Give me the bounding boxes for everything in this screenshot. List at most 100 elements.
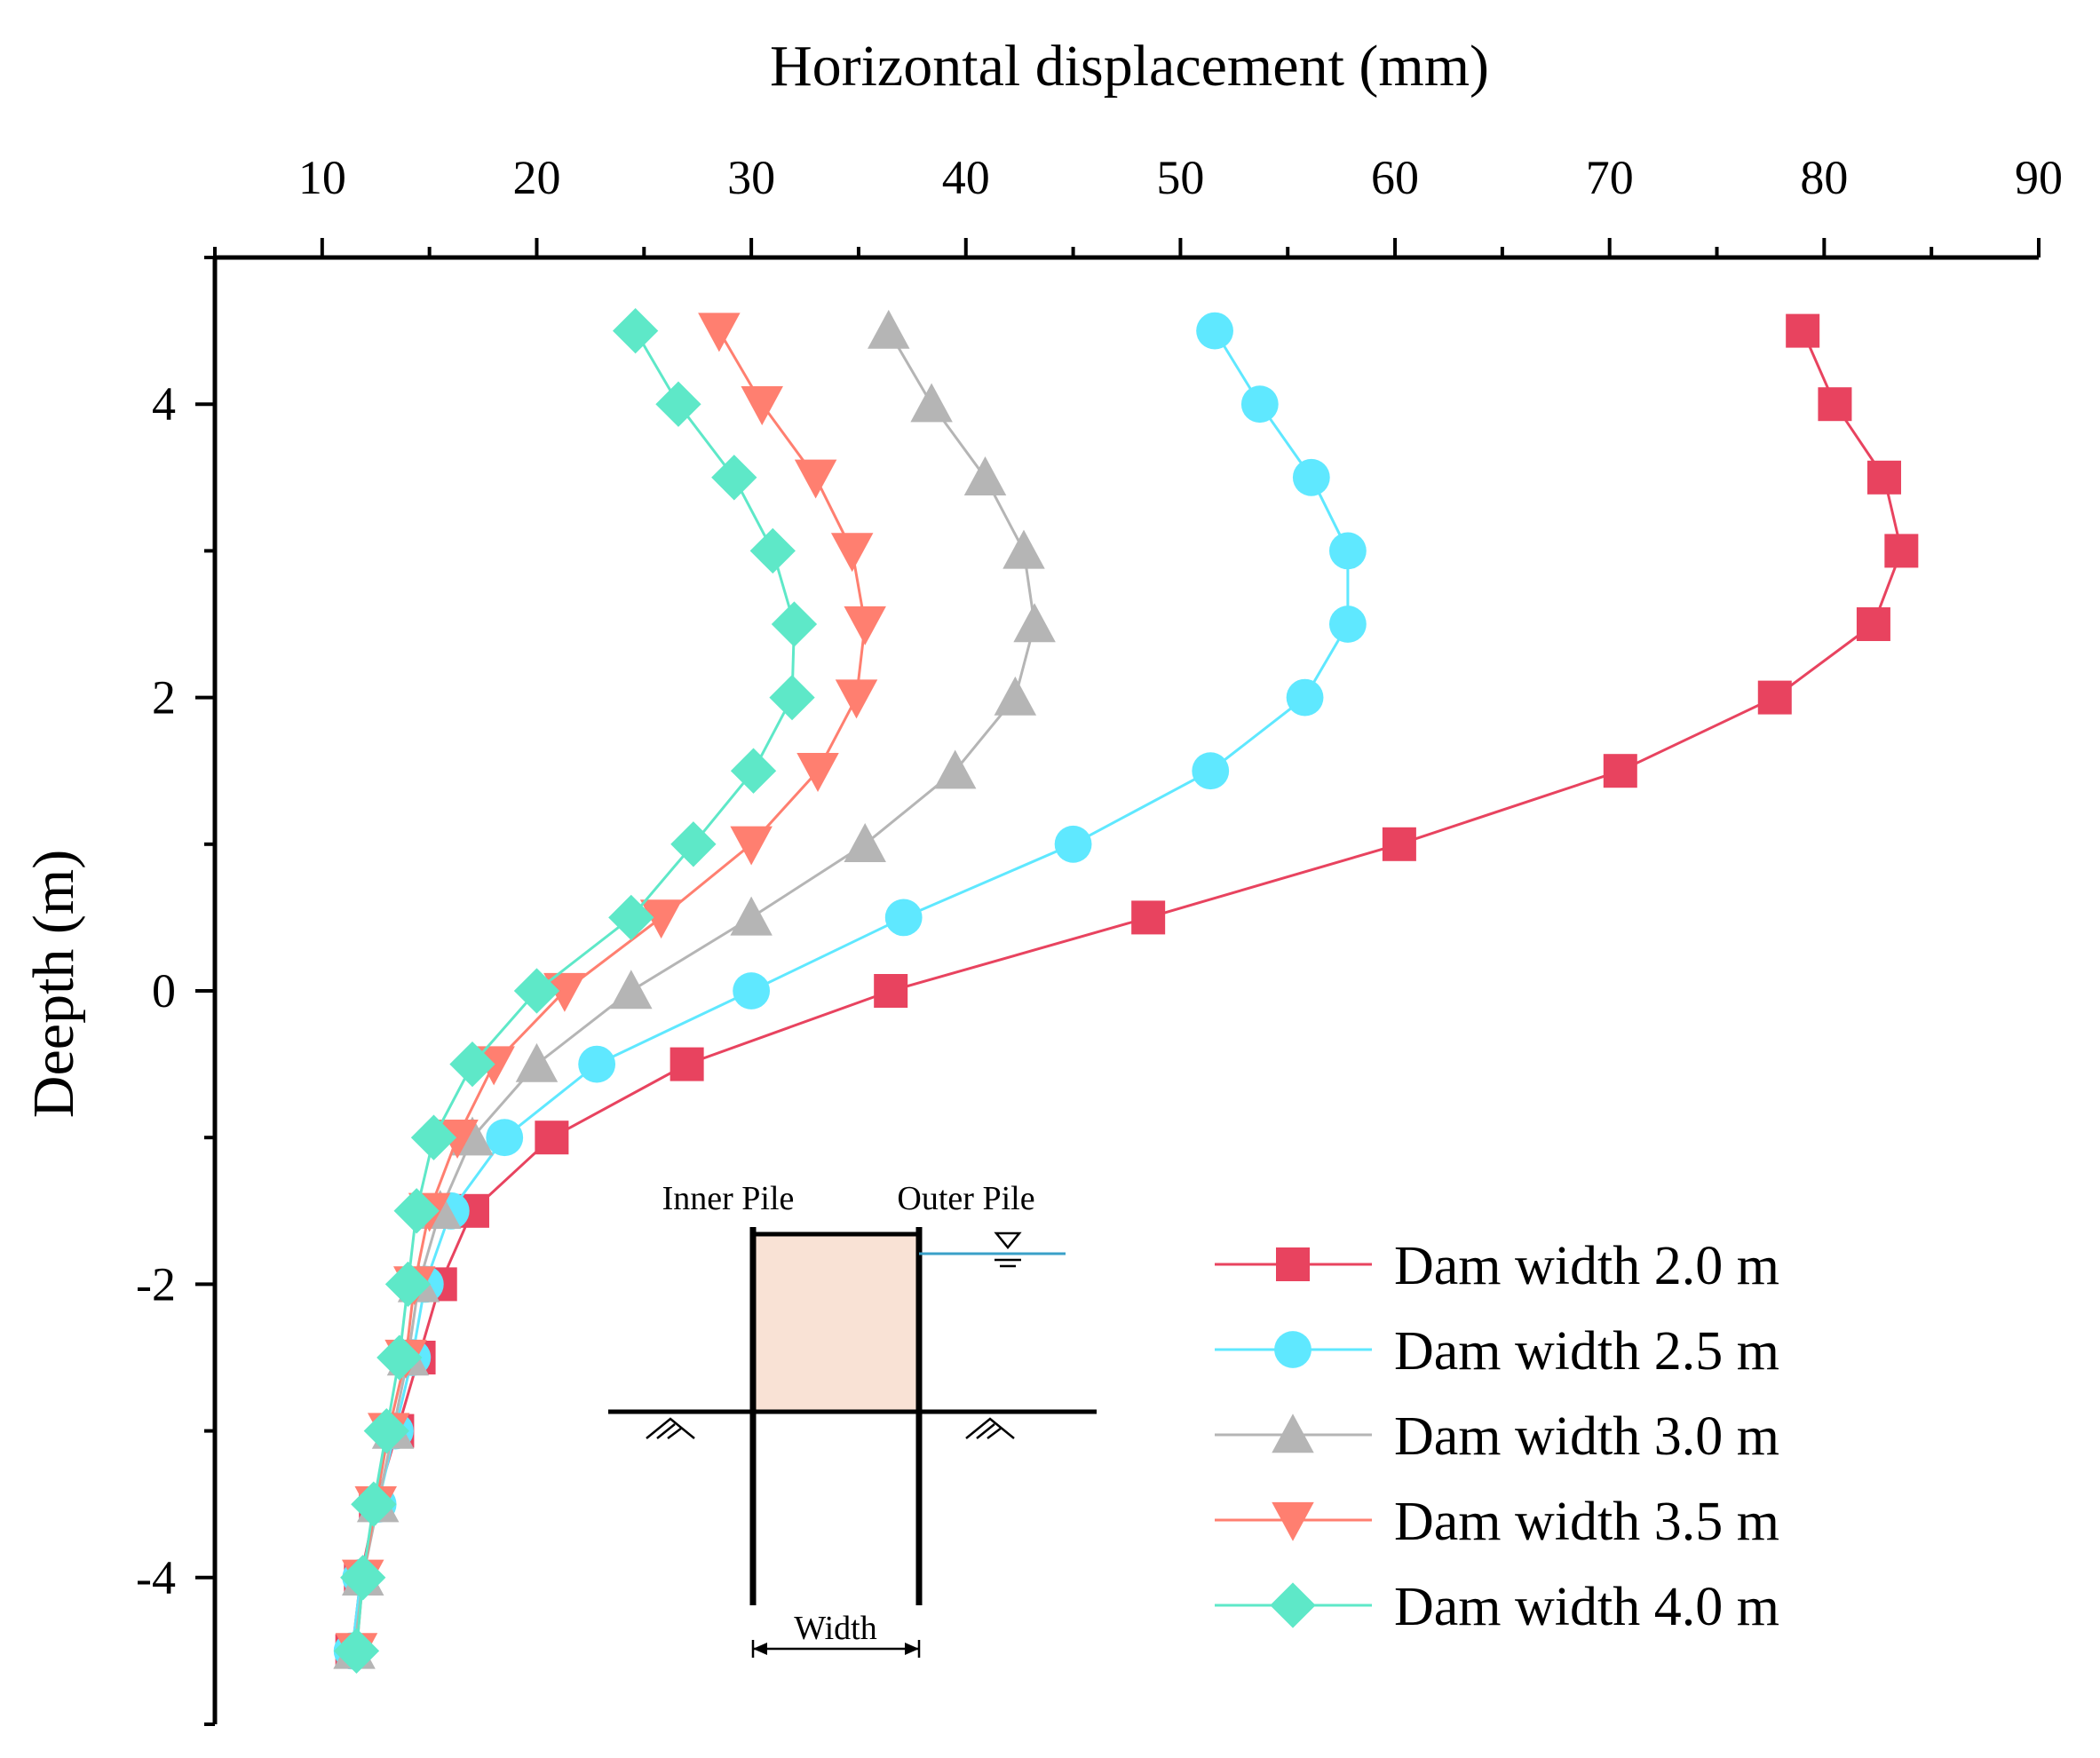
x-axis-title: Horizontal displacement (mm) — [770, 34, 1489, 99]
triangle-down-marker — [794, 459, 837, 499]
square-marker — [535, 1121, 569, 1155]
dam-fill — [753, 1234, 919, 1412]
circle-marker — [578, 1045, 616, 1083]
legend-item: Dam width 3.5 m — [1215, 1492, 1779, 1552]
triangle-up-marker — [994, 676, 1037, 716]
circle-marker — [1192, 752, 1230, 790]
square-marker — [1276, 1247, 1310, 1281]
diamond-marker — [771, 601, 818, 647]
triangle-up-marker — [1013, 603, 1056, 643]
circle-marker — [1240, 385, 1279, 424]
circle-marker — [1274, 1331, 1312, 1368]
diamond-marker — [376, 1334, 423, 1381]
x-tick-label: 50 — [1156, 151, 1204, 204]
diamond-marker — [655, 381, 701, 427]
square-marker — [1786, 313, 1820, 348]
triangle-down-marker — [1272, 1501, 1314, 1541]
legend-item: Dam width 3.0 m — [1215, 1406, 1779, 1467]
x-tick-label: 40 — [942, 151, 990, 204]
diamond-marker — [730, 748, 777, 794]
circle-marker — [1054, 825, 1092, 863]
cofferdam-schematic: Inner Pile Outer Pile Width — [608, 1180, 1097, 1658]
y-tick-label: 4 — [152, 377, 176, 431]
x-tick-label: 10 — [298, 151, 346, 204]
diamond-marker — [711, 455, 757, 501]
circle-marker — [1292, 458, 1330, 496]
square-marker — [874, 974, 908, 1008]
triangle-up-marker — [963, 456, 1007, 495]
square-marker — [1856, 607, 1890, 641]
triangle-down-marker — [730, 826, 773, 866]
triangle-up-marker — [610, 970, 653, 1010]
legend: Dam width 2.0 m Dam width 2.5 m Dam width … — [1215, 1236, 1779, 1637]
y-tick-label: 2 — [152, 671, 176, 725]
circle-marker — [1328, 606, 1367, 643]
diamond-marker — [670, 821, 717, 867]
y-tick-label: 0 — [152, 964, 176, 1018]
series-dam-width-4-0-m — [333, 307, 818, 1675]
diamond-marker — [612, 307, 659, 354]
diamond-marker — [410, 1114, 457, 1160]
x-tick-label: 20 — [512, 151, 560, 204]
diamond-marker — [608, 894, 654, 941]
triangle-up-marker — [1002, 529, 1045, 569]
diamond-marker — [449, 1041, 495, 1088]
y-tick-label: -4 — [136, 1551, 176, 1604]
triangle-down-marker — [698, 313, 741, 352]
triangle-down-marker — [741, 386, 783, 425]
triangle-up-marker — [910, 383, 953, 423]
circle-marker — [1196, 312, 1233, 350]
x-tick-label: 80 — [1800, 151, 1848, 204]
legend-label: Dam width 2.5 m — [1394, 1321, 1779, 1382]
circle-marker — [884, 899, 923, 937]
legend-label: Dam width 3.0 m — [1394, 1406, 1779, 1467]
diamond-marker — [769, 674, 815, 721]
x-tick-label: 30 — [727, 151, 775, 204]
circle-marker — [1328, 532, 1367, 570]
outer-pile-label: Outer Pile — [897, 1180, 1034, 1217]
triangle-down-marker — [543, 972, 586, 1012]
triangle-up-marker — [730, 896, 773, 936]
diamond-marker — [513, 968, 560, 1014]
circle-marker — [733, 972, 771, 1010]
square-marker — [670, 1047, 704, 1081]
triangle-down-marker — [830, 533, 874, 573]
square-marker — [1382, 827, 1416, 861]
triangle-down-marker — [639, 899, 683, 939]
triangle-down-marker — [835, 679, 878, 719]
x-axis-ticks: 10 20 30 40 50 60 70 80 90 — [213, 151, 2063, 257]
triangle-up-marker — [1272, 1414, 1314, 1453]
y-axis-ticks: 4 2 0 -2 -4 — [136, 256, 215, 1726]
x-tick-label: 60 — [1371, 151, 1419, 204]
circle-marker — [1286, 678, 1324, 717]
square-marker — [1867, 460, 1902, 495]
circle-marker — [486, 1119, 524, 1157]
diamond-marker — [1270, 1582, 1316, 1628]
diamond-marker — [333, 1627, 380, 1675]
legend-label: Dam width 4.0 m — [1394, 1577, 1779, 1637]
diamond-marker — [363, 1407, 409, 1454]
triangle-up-marker — [868, 309, 910, 349]
legend-label: Dam width 3.5 m — [1394, 1492, 1779, 1552]
legend-item: Dam width 4.0 m — [1215, 1577, 1779, 1637]
x-tick-label: 70 — [1586, 151, 1634, 204]
y-tick-label: -2 — [136, 1257, 176, 1311]
triangle-up-marker — [844, 823, 886, 862]
triangle-down-marker — [796, 753, 839, 792]
y-axis-title: Deepth (m) — [21, 850, 86, 1118]
diamond-marker — [351, 1481, 397, 1527]
legend-item: Dam width 2.5 m — [1215, 1321, 1779, 1382]
triangle-down-marker — [844, 606, 886, 645]
series-layer — [333, 307, 1919, 1675]
square-marker — [1603, 754, 1637, 788]
triangle-up-marker — [515, 1042, 559, 1082]
legend-label: Dam width 2.0 m — [1394, 1236, 1779, 1296]
legend-item: Dam width 2.0 m — [1215, 1236, 1779, 1296]
water-level-icon — [994, 1231, 1022, 1249]
width-arrow-right-icon — [905, 1643, 919, 1655]
width-label: Width — [794, 1610, 876, 1647]
triangle-up-marker — [933, 749, 977, 789]
ground-hatch-right-icon — [965, 1417, 1015, 1439]
